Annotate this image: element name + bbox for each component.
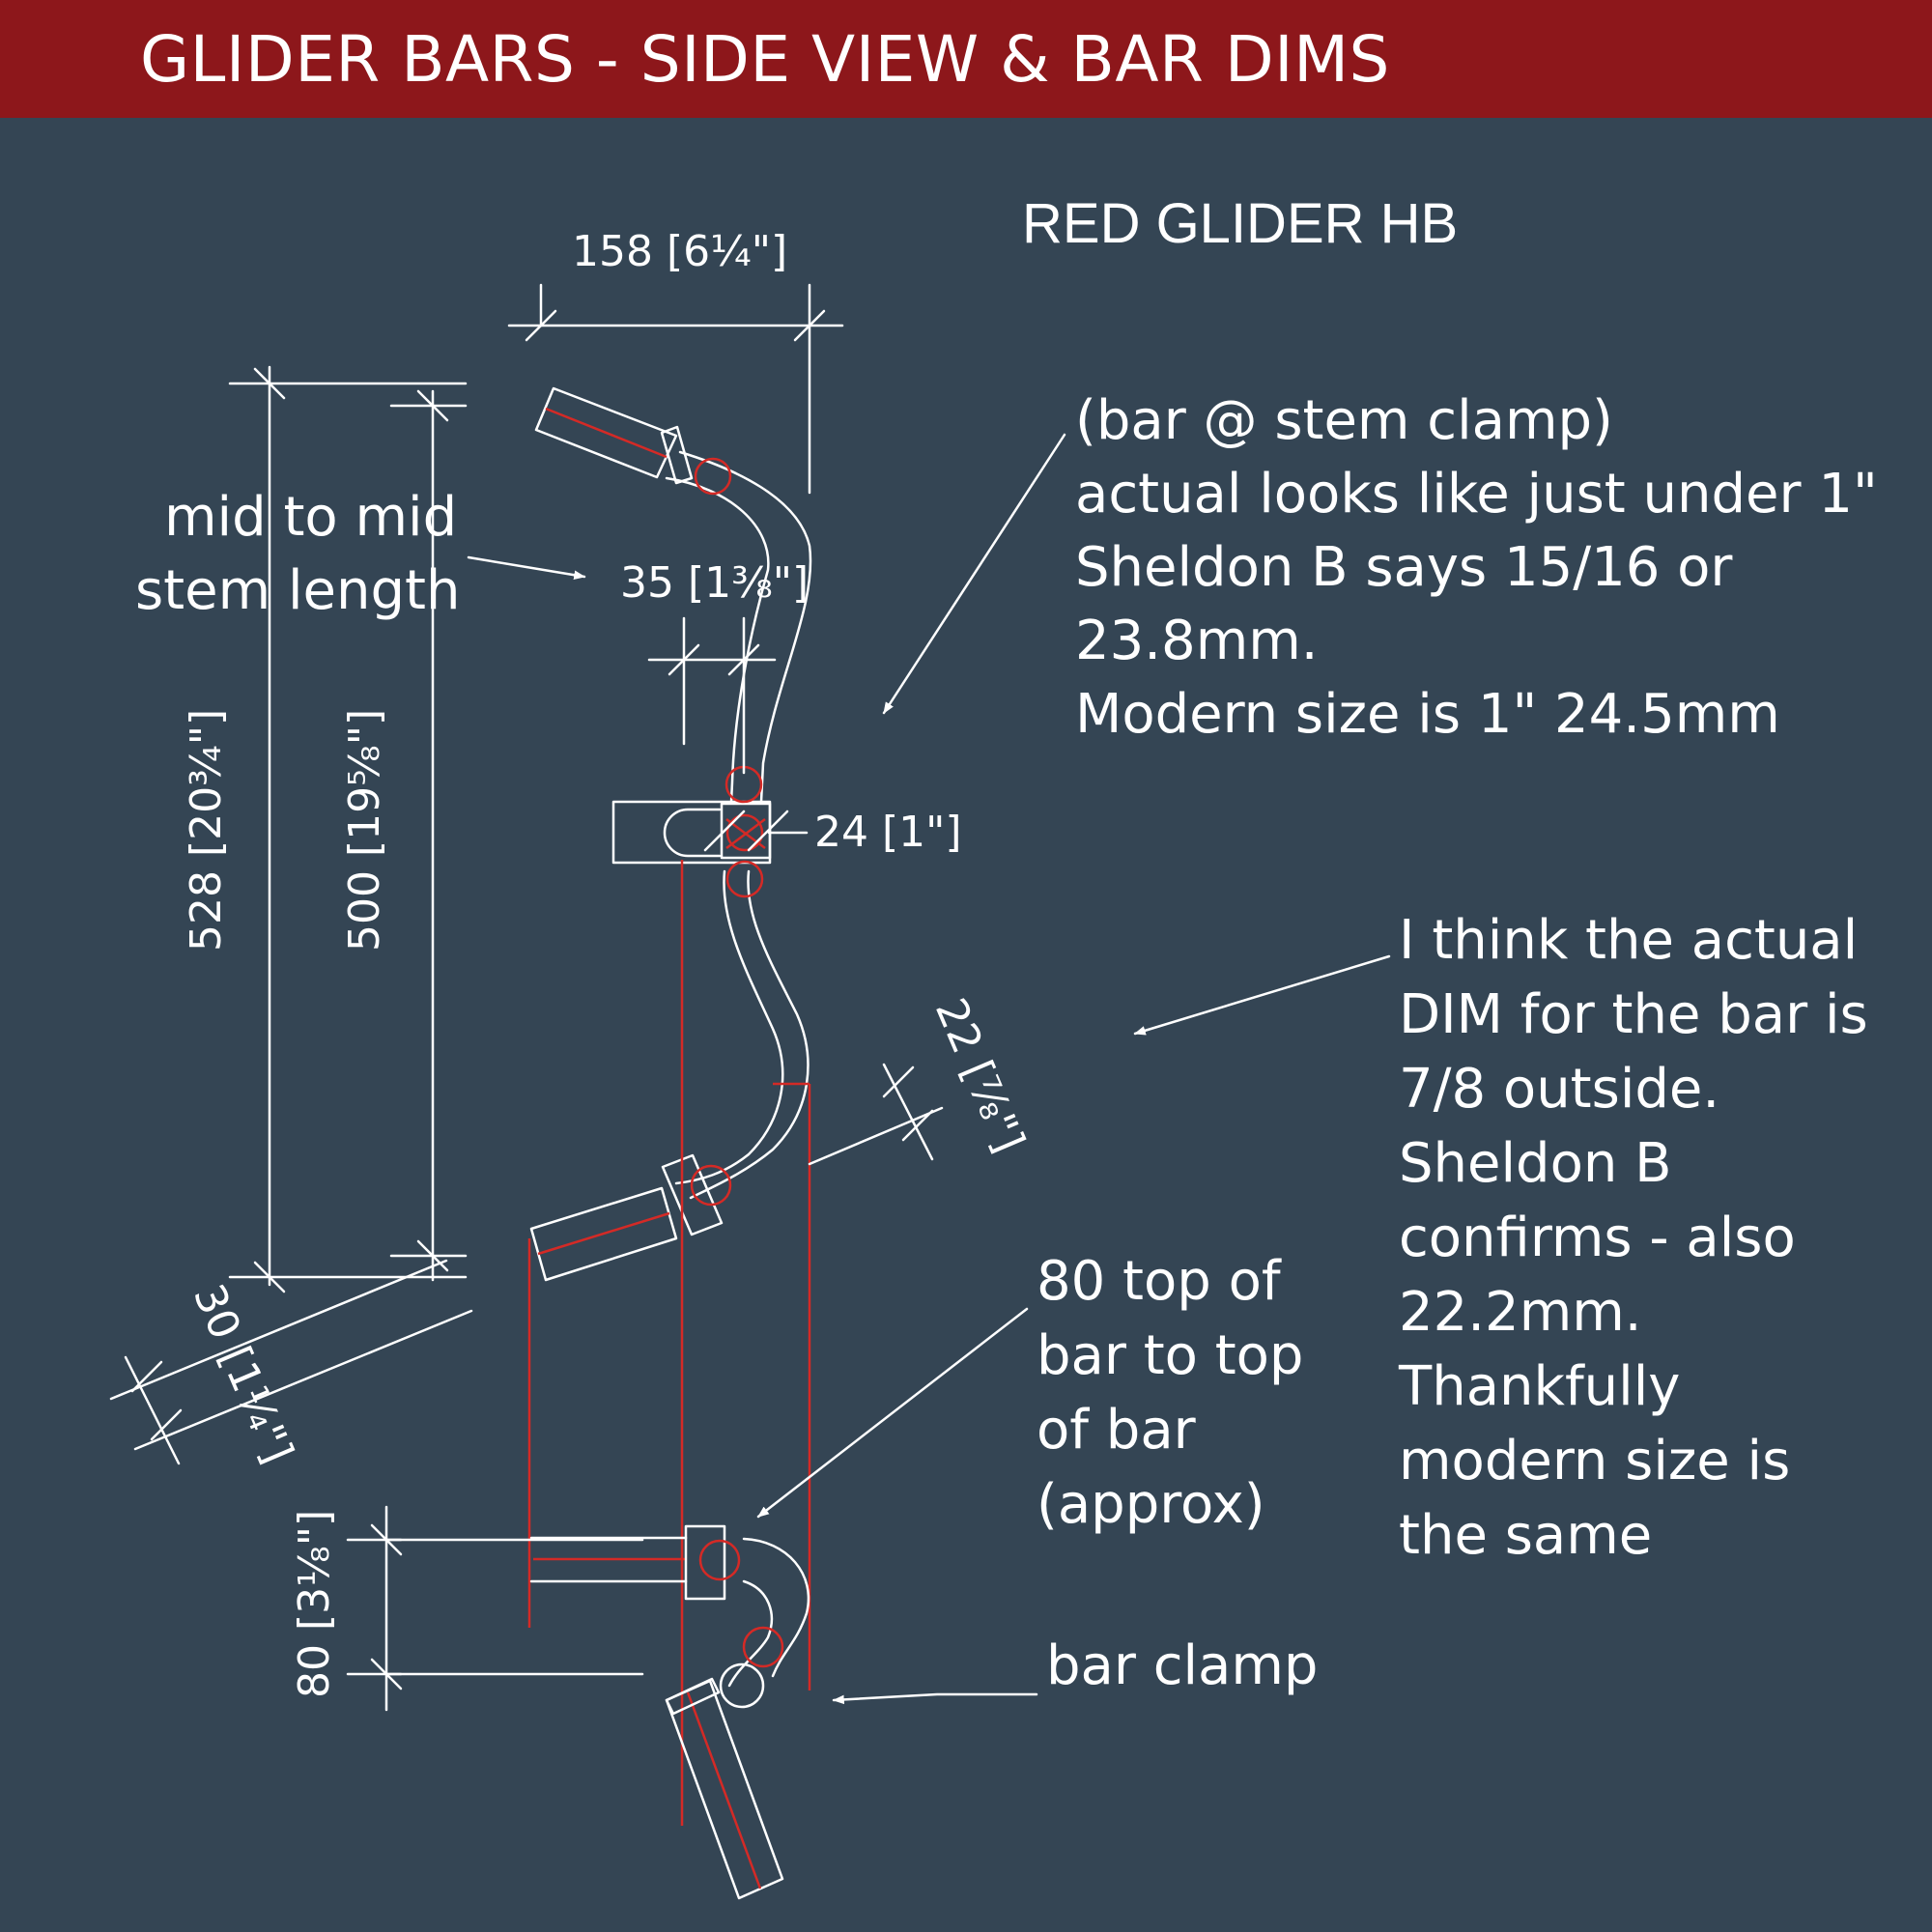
bar-clamp-profile: [384, 1524, 810, 1900]
stem-tube-centerline: [686, 1691, 762, 1889]
dim-22-tick-top: [882, 1065, 915, 1098]
dim-158-tick-left: [525, 309, 557, 342]
dim-30-line-a: [109, 1259, 448, 1401]
note-stem-clamp-line-3: Sheldon B says 15/16 or: [1075, 536, 1733, 599]
note-bar-dim-line-6: 22.2mm.: [1399, 1281, 1642, 1344]
dim-22-tick-bottom: [901, 1109, 934, 1142]
note-top-to-top-line-2: bar to top: [1037, 1324, 1303, 1387]
clamp-bend-outer: [742, 1537, 810, 1678]
note-bar-dim-line-7: Thankfully: [1398, 1355, 1680, 1418]
clamp-cross-b: [725, 818, 766, 849]
bar-upper-outline-right: [678, 450, 812, 804]
dim-35-label: 35 [1⅜"]: [620, 558, 809, 608]
dim-22-label: 22 [⅞"]: [925, 991, 1034, 1159]
note-bar-dim-line-9: the same: [1399, 1504, 1652, 1567]
dimension-geometry: [109, 283, 944, 1712]
clamp-bolt: [719, 1662, 765, 1709]
note-stem-clamp-line-5: Modern size is 1" 24.5mm: [1075, 683, 1780, 746]
clamp-circle-bottom: [725, 860, 764, 898]
dim-500-tick-bottom: [416, 1239, 449, 1272]
dim-35-tick-left: [668, 643, 700, 676]
note-bar-clamp: bar clamp: [1046, 1634, 1318, 1697]
bar-upper-outline-left: [665, 476, 770, 804]
dim-80-tick-top: [370, 1523, 403, 1556]
note-stem-clamp-line-2: actual looks like just under 1": [1075, 463, 1878, 526]
note-mid-to-mid: mid to mid stem length: [135, 486, 460, 622]
dim-30-ext: [124, 1355, 181, 1465]
grip-lower: [529, 1186, 678, 1282]
stem-clamp-face: [720, 802, 772, 860]
dim-500-label: 500 [19⅝"]: [340, 709, 389, 952]
note-top-to-top-line-3: of bar: [1037, 1399, 1197, 1462]
dim-22-line: [808, 1106, 944, 1166]
arrow-bar-dim: [1133, 954, 1391, 1036]
grip-lower-centerline: [537, 1211, 670, 1256]
note-bar-dim-line-3: 7/8 outside.: [1399, 1058, 1719, 1121]
dim-22-ext: [882, 1063, 934, 1161]
stem-clamp-slot: [663, 808, 722, 858]
arrow-top-to-top: [756, 1307, 1029, 1519]
dim-30-label: 30 [1¼"]: [184, 1277, 302, 1470]
handlebar-profile: [527, 386, 812, 1826]
dim-35-tick-right: [727, 643, 760, 676]
dim-158-label: 158 [6¼"]: [572, 227, 787, 276]
note-mid-to-mid-line-1: mid to mid: [164, 486, 457, 549]
crossbar-clamp-block: [684, 1524, 726, 1601]
dim-528-tick-top: [253, 367, 286, 400]
clamp-circle-mid: [725, 813, 764, 852]
note-stem-clamp: (bar @ stem clamp) actual looks like jus…: [1075, 389, 1878, 746]
drawing-subtitle: RED GLIDER HB: [1022, 192, 1458, 255]
note-bar-dim-line-2: DIM for the bar is: [1399, 983, 1868, 1046]
dim-80-label: 80 [3⅛"]: [290, 1510, 339, 1698]
collar-upper: [660, 425, 694, 485]
dim-528-label: 528 [20¾"]: [182, 709, 231, 952]
grip-upper: [534, 386, 678, 479]
dim-24-tick-left: [703, 810, 746, 852]
dim-24-tick-right: [747, 810, 789, 852]
page-title: GLIDER BARS - SIDE VIEW & BAR DIMS: [140, 22, 1390, 97]
dim-24-label: 24 [1"]: [814, 808, 962, 857]
note-top-to-top: 80 top of bar to top of bar (approx): [1037, 1250, 1303, 1536]
arrow-stem-clamp: [882, 433, 1066, 715]
dim-528-tick-bottom: [253, 1261, 286, 1293]
bend-circle-lower: [690, 1164, 732, 1207]
dim-80-tick-bottom: [370, 1658, 403, 1690]
dim-30-tick-top: [130, 1360, 163, 1393]
header-bar: GLIDER BARS - SIDE VIEW & BAR DIMS: [0, 0, 1932, 118]
dim-158-tick-right: [793, 309, 826, 342]
note-bar-dim-line-8: modern size is: [1399, 1430, 1790, 1492]
note-bar-dim: I think the actual DIM for the bar is 7/…: [1398, 909, 1868, 1567]
note-top-to-top-line-1: 80 top of: [1037, 1250, 1282, 1313]
bar-lower-outline-left: [674, 869, 784, 1185]
grip-upper-centerline: [545, 407, 668, 459]
note-mid-to-mid-line-2: stem length: [135, 559, 460, 622]
dim-30-tick-bottom: [150, 1408, 183, 1441]
clamp-circle: [742, 1626, 784, 1668]
dim-30-line-b: [133, 1309, 473, 1451]
arrow-mid-to-mid: [467, 555, 586, 580]
note-bar-dim-line-4: Sheldon B: [1399, 1132, 1672, 1195]
clamp-bend-inner: [727, 1579, 774, 1688]
note-bar-dim-line-5: confirms - also: [1399, 1207, 1796, 1269]
leader-arrows: [467, 433, 1391, 1705]
crossbar-bend-circle: [698, 1539, 741, 1581]
note-bar-dim-line-1: I think the actual: [1399, 909, 1858, 972]
note-top-to-top-line-4: (approx): [1037, 1473, 1265, 1536]
note-stem-clamp-line-1: (bar @ stem clamp): [1075, 389, 1613, 452]
dim-500-tick-top: [416, 389, 449, 422]
arrow-bar-clamp: [832, 1692, 1038, 1705]
bar-lower-outline-right: [689, 869, 810, 1200]
note-stem-clamp-line-4: 23.8mm.: [1075, 610, 1319, 672]
stem-tube-cap: [665, 1677, 721, 1716]
bend-circle-upper: [694, 457, 732, 496]
